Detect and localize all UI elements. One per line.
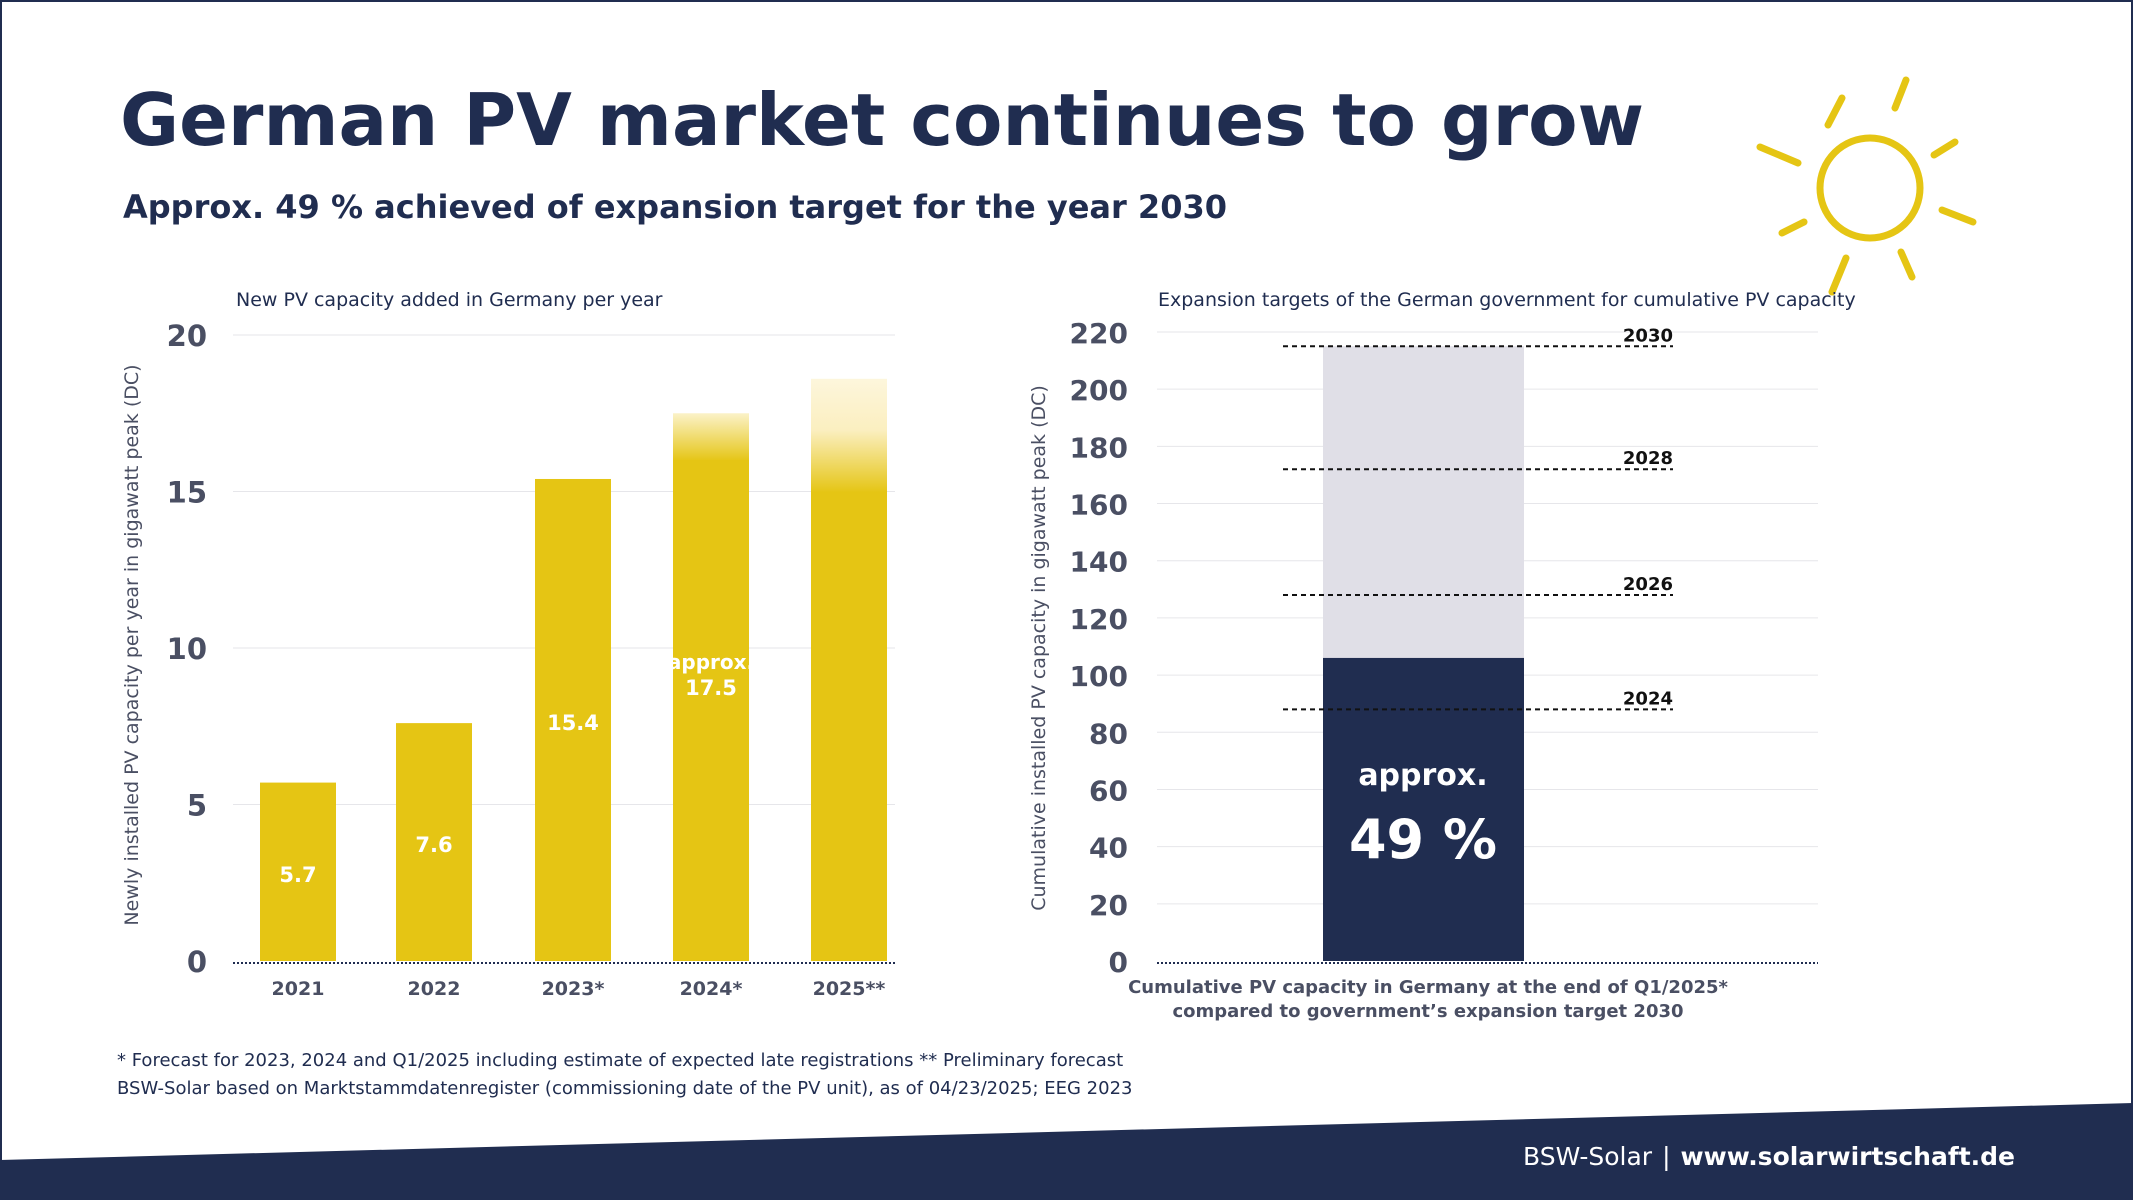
footer-url[interactable]: www.solarwirtschaft.de	[1681, 1142, 2016, 1171]
bar	[396, 723, 472, 961]
footer-text: BSW-Solar | www.solarwirtschaft.de	[1523, 1142, 2015, 1171]
chart2-ylabel: Cumulative installed PV capacity in giga…	[1028, 385, 1050, 911]
footnote-line1: * Forecast for 2023, 2024 and Q1/2025 in…	[117, 1050, 1123, 1071]
chart1-ylabel: Newly installed PV capacity per year in …	[121, 364, 143, 925]
annual-capacity-chart: New PV capacity added in Germany per yea…	[121, 289, 895, 1000]
bar-value-label: 15.4	[547, 711, 599, 735]
target-year-label: 2030	[1623, 325, 1673, 346]
chart2-y-tick: 40	[1089, 832, 1128, 865]
bar-fade-top	[811, 378, 887, 493]
target-year-label: 2028	[1623, 448, 1673, 469]
sun-icon	[1756, 76, 1977, 296]
chart1-y-tick: 20	[167, 319, 207, 353]
chart2-y-tick: 120	[1070, 603, 1128, 636]
chart1-y-tick: 0	[187, 945, 207, 979]
x-category-label: 2021	[272, 978, 325, 1000]
page-subtitle: Approx. 49 % achieved of expansion targe…	[123, 188, 1227, 226]
bar-value-label: 17.5	[685, 676, 737, 700]
chart2-y-tick: 180	[1070, 431, 1128, 464]
bar-value-label: 7.6	[415, 833, 452, 857]
bar-fade-top	[673, 413, 749, 462]
bar	[535, 478, 611, 961]
chart2-y-tick: 20	[1089, 889, 1128, 922]
chart2-y-tick: 200	[1070, 374, 1128, 407]
cumulative-target-chart: Expansion targets of the German governme…	[1028, 289, 1856, 1022]
chart2-y-tick: 80	[1089, 717, 1128, 750]
footer-brand: BSW-Solar	[1523, 1142, 1653, 1171]
bar	[811, 491, 887, 961]
target-year-label: 2026	[1623, 574, 1673, 595]
achieved-label-prefix: approx.	[1358, 758, 1487, 793]
chart1-y-tick: 5	[187, 789, 207, 823]
chart2-xlabel-line1: Cumulative PV capacity in Germany at the…	[1128, 977, 1728, 998]
bar	[673, 460, 749, 961]
chart2-y-tick: 100	[1070, 660, 1128, 693]
x-category-label: 2024*	[680, 978, 743, 1000]
page-title: German PV market continues to grow	[120, 78, 1644, 162]
chart1-y-tick: 15	[167, 476, 207, 510]
bar	[260, 782, 336, 961]
chart2-y-tick: 160	[1070, 489, 1128, 522]
chart1-title: New PV capacity added in Germany per yea…	[236, 289, 663, 311]
x-category-label: 2022	[408, 978, 461, 1000]
bar-value-label: 5.7	[279, 863, 316, 887]
x-category-label: 2023*	[542, 978, 605, 1000]
chart2-y-tick: 140	[1070, 546, 1128, 579]
chart2-xlabel-line2: compared to government’s expansion targe…	[1172, 1001, 1683, 1022]
target-year-label: 2024	[1623, 688, 1673, 709]
bar-value-label-prefix: approx.	[668, 650, 754, 674]
footer-separator: |	[1662, 1142, 1670, 1171]
chart2-y-tick: 60	[1089, 774, 1128, 807]
achieved-percent-label: 49 %	[1349, 808, 1497, 871]
chart2-y-tick: 220	[1070, 317, 1128, 350]
chart1-y-tick: 10	[167, 632, 207, 666]
chart2-title: Expansion targets of the German governme…	[1158, 289, 1856, 311]
x-category-label: 2025**	[813, 978, 886, 1000]
footnote-line2: BSW-Solar based on Marktstammdatenregist…	[117, 1078, 1133, 1099]
footer-band	[0, 1103, 2133, 1200]
chart2-y-tick: 0	[1109, 946, 1128, 979]
